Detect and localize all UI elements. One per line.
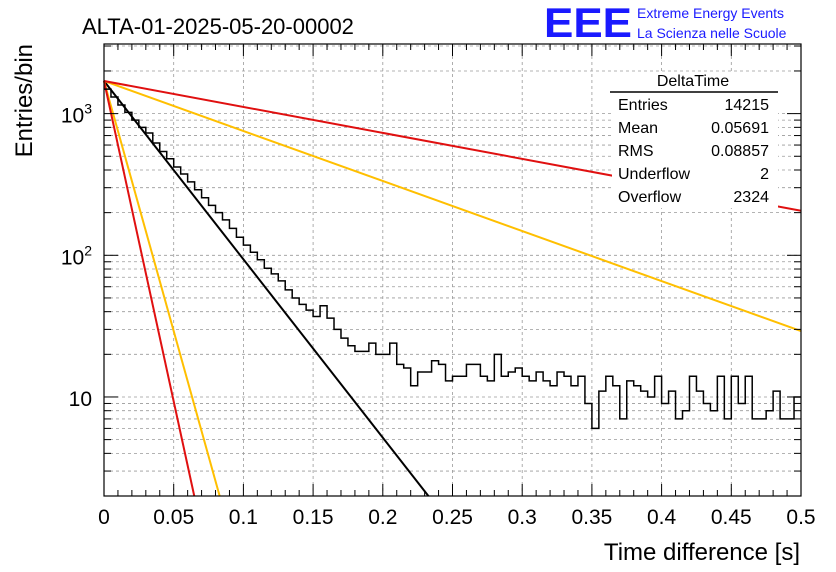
fit-curve — [103, 80, 221, 497]
grid-lines — [103, 44, 802, 497]
axis-ticks — [103, 44, 802, 497]
x-tick-label: 0.4 — [647, 506, 677, 529]
x-tick-label: 0 — [98, 506, 110, 529]
stats-label: Underflow — [618, 166, 690, 183]
stats-label: RMS — [618, 143, 654, 160]
x-tick-label: 0.25 — [432, 506, 473, 529]
stats-value: 2 — [760, 166, 769, 183]
histogram-steps — [104, 88, 801, 430]
stats-box: DeltaTime Entries 14215 Mean 0.05691 RMS 0.08… — [610, 72, 778, 208]
x-tick-label: 0.05 — [153, 506, 194, 529]
logo-lettering: EEE — [544, 0, 632, 46]
y-tick-label: 103 — [61, 101, 92, 128]
stats-label: Mean — [618, 120, 658, 137]
y-tick-label: 10 — [69, 388, 92, 411]
x-tick-label: 0.35 — [571, 506, 612, 529]
y-axis-label: Entries/bin — [11, 44, 38, 157]
stats-label: Overflow — [618, 189, 682, 206]
histogram-title: ALTA-01-2025-05-20-00002 — [82, 14, 354, 39]
stats-label: Entries — [618, 97, 668, 114]
tick-labels: 0 0.05 0.1 0.15 0.2 0.25 0.3 0.35 0.4 0.45 0.5 10 10… — [61, 101, 816, 529]
x-tick-label: 0.15 — [293, 506, 334, 529]
x-tick-label: 0.3 — [508, 506, 537, 529]
project-name: Extreme Energy Events — [637, 5, 784, 21]
eee-logo: EEE Extreme Energy Events La Scienza nel… — [544, 0, 787, 46]
stats-value: 14215 — [725, 97, 770, 114]
stats-value: 0.05691 — [711, 120, 769, 137]
fit-curve — [103, 80, 802, 333]
histogram — [104, 88, 801, 430]
stats-name: DeltaTime — [657, 73, 729, 90]
x-tick-label: 0.5 — [786, 506, 815, 529]
x-axis-label: Time difference [s] — [604, 539, 800, 566]
x-tick-label: 0.1 — [229, 506, 258, 529]
project-subtitle: La Scienza nelle Scuole — [637, 25, 787, 41]
stats-value: 2324 — [733, 189, 769, 206]
fit-curve — [103, 80, 430, 497]
fit-curve — [103, 80, 196, 497]
y-tick-label: 102 — [61, 242, 92, 269]
x-tick-label: 0.45 — [711, 506, 752, 529]
x-tick-label: 0.2 — [368, 506, 397, 529]
stats-value: 0.08857 — [711, 143, 769, 160]
stats-rows: Entries 14215 Mean 0.05691 RMS 0.08857 Underfl… — [618, 97, 769, 206]
